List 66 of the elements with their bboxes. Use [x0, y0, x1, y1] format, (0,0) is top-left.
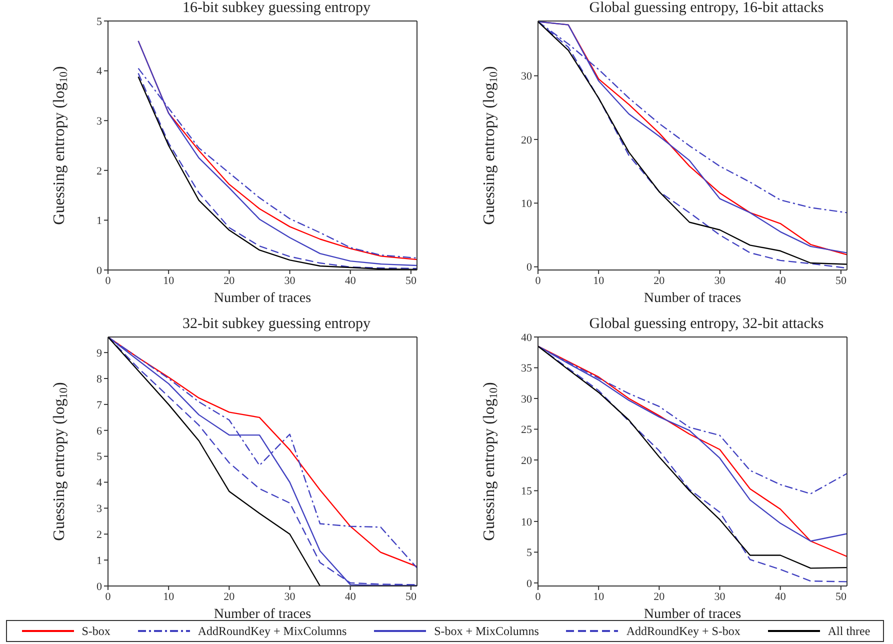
x-tick-label: 50	[405, 590, 417, 603]
chart-title: Global guessing entropy, 16-bit attacks	[588, 0, 825, 17]
y-tick-label: 2	[96, 165, 102, 178]
x-tick-label: 0	[535, 590, 542, 603]
x-tick-label: 0	[535, 274, 542, 287]
y-tick-label: 0	[526, 262, 532, 274]
y-tick-label: 15	[521, 486, 532, 498]
x-tick-label: 20	[654, 274, 666, 287]
y-tick-label: 7	[96, 399, 102, 412]
x-tick-label: 30	[714, 590, 726, 603]
y-tick-label: 20	[521, 134, 532, 146]
y-tick-label: 30	[521, 393, 532, 406]
x-tick-label: 50	[405, 274, 417, 287]
x-tick-label: 10	[593, 274, 605, 287]
y-tick-label: 2	[96, 529, 102, 542]
y-tick-label: 5	[96, 451, 102, 464]
x-axis-title: Number of traces	[644, 607, 742, 622]
chart-title: 32-bit subkey guessing entropy	[182, 316, 372, 333]
y-tick-label: 8	[96, 373, 102, 386]
y-tick-label: 0	[96, 580, 102, 593]
x-tick-label: 10	[163, 274, 175, 287]
y-tick-label: 20	[521, 454, 532, 467]
legend-label: All three	[828, 624, 870, 638]
legend-label: AddRoundKey + S-box	[626, 624, 740, 638]
y-tick-label: 5	[526, 547, 532, 560]
x-tick-label: 10	[593, 590, 605, 603]
x-tick-label: 10	[163, 590, 175, 603]
x-tick-label: 20	[224, 590, 236, 603]
y-tick-label: 4	[96, 66, 102, 78]
x-tick-label: 40	[344, 274, 356, 287]
x-tick-label: 40	[344, 590, 356, 603]
y-tick-label: 10	[521, 516, 532, 528]
y-tick-label: 3	[96, 503, 102, 516]
y-tick-label: 40	[521, 332, 532, 344]
x-tick-label: 0	[105, 590, 112, 603]
y-tick-label: 1	[96, 215, 102, 228]
y-tick-label: 0	[526, 578, 532, 590]
x-axis-title: Number of traces	[644, 291, 742, 306]
x-tick-label: 20	[654, 590, 666, 603]
x-axis-title: Number of traces	[214, 291, 312, 306]
y-tick-label: 3	[96, 116, 102, 128]
chart-title: 16-bit subkey guessing entropy	[182, 0, 372, 17]
y-tick-label: 4	[96, 477, 102, 490]
y-tick-label: 35	[521, 362, 532, 375]
legend-label: S-box	[82, 624, 110, 638]
y-tick-label: 10	[521, 198, 532, 210]
x-tick-label: 40	[774, 274, 786, 287]
x-tick-label: 40	[774, 590, 786, 603]
y-tick-label: 25	[521, 424, 532, 436]
y-tick-label: 0	[96, 264, 102, 277]
x-tick-label: 50	[835, 590, 847, 603]
legend-label: S-box + MixColumns	[434, 624, 539, 638]
x-tick-label: 20	[224, 274, 236, 287]
y-tick-label: 30	[521, 70, 532, 83]
y-tick-label: 6	[96, 425, 102, 438]
x-tick-label: 0	[105, 274, 112, 287]
legend-label: AddRoundKey + MixColumns	[198, 624, 347, 638]
x-tick-label: 30	[284, 274, 296, 287]
x-tick-label: 30	[284, 590, 296, 603]
x-tick-label: 50	[835, 274, 847, 287]
chart-title: Global guessing entropy, 32-bit attacks	[588, 316, 825, 333]
y-tick-label: 9	[96, 347, 102, 360]
x-tick-label: 30	[714, 274, 726, 287]
y-tick-label: 1	[96, 554, 102, 567]
y-tick-label: 5	[96, 16, 102, 28]
x-axis-title: Number of traces	[214, 607, 312, 622]
